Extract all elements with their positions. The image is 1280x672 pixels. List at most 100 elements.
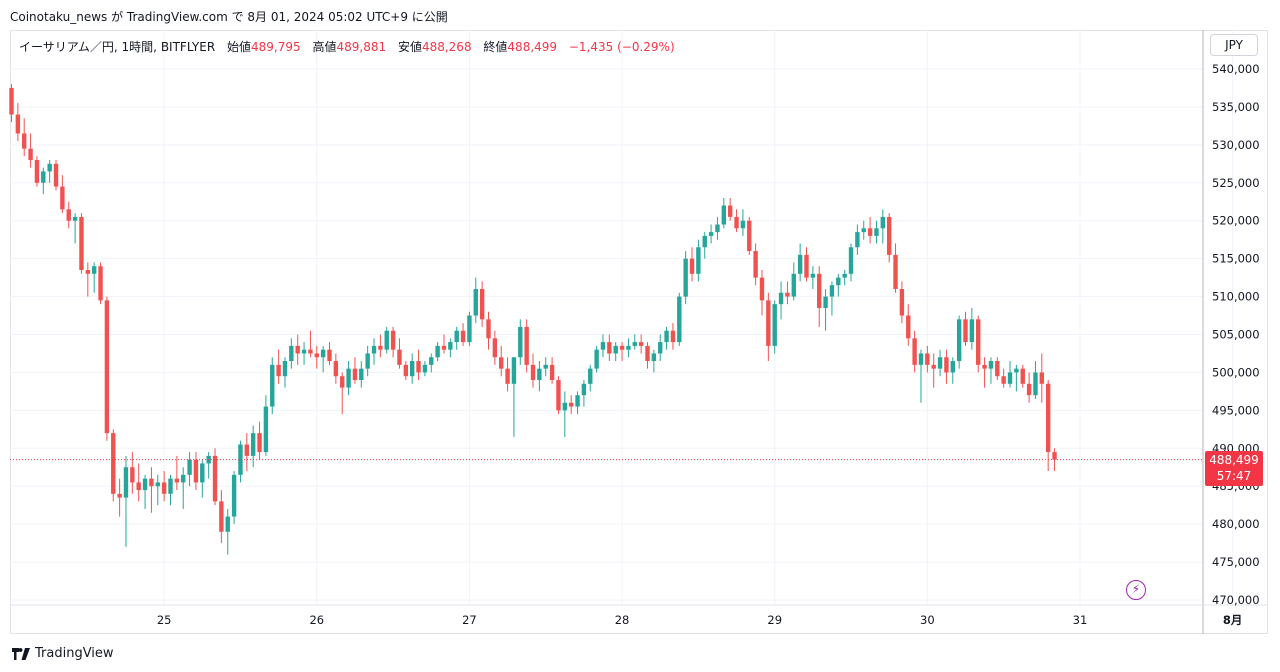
candle[interactable] [53, 160, 59, 191]
candle[interactable] [810, 266, 816, 289]
lightning-bolt-icon[interactable]: ⚡ [1126, 580, 1146, 600]
candle[interactable] [409, 353, 415, 384]
candle[interactable] [371, 338, 377, 365]
candle[interactable] [1039, 353, 1045, 403]
candle[interactable] [842, 270, 847, 286]
candle[interactable] [72, 213, 78, 244]
candle[interactable] [270, 357, 275, 415]
candle[interactable] [155, 474, 160, 506]
candle[interactable] [9, 84, 14, 123]
candle[interactable] [505, 357, 510, 392]
candle[interactable] [117, 478, 122, 517]
candle[interactable] [804, 247, 809, 282]
candle[interactable] [664, 326, 669, 350]
candle[interactable] [950, 357, 955, 384]
candle[interactable] [441, 334, 447, 354]
candle[interactable] [327, 342, 332, 365]
candle[interactable] [231, 471, 237, 525]
candle[interactable] [1045, 380, 1051, 472]
candle[interactable] [28, 133, 33, 168]
candle[interactable] [880, 209, 886, 244]
candle[interactable] [530, 353, 536, 388]
candle[interactable] [34, 156, 40, 187]
candle[interactable] [136, 463, 141, 502]
candle[interactable] [632, 334, 637, 350]
candle[interactable] [594, 345, 599, 373]
candle[interactable] [556, 376, 561, 415]
candle[interactable] [308, 330, 313, 358]
candle[interactable] [918, 349, 924, 403]
candle[interactable] [149, 467, 154, 513]
candle[interactable] [378, 334, 383, 358]
candle[interactable] [257, 421, 262, 460]
candle[interactable] [174, 455, 180, 491]
candle[interactable] [645, 342, 650, 369]
candle[interactable] [142, 474, 148, 509]
candle[interactable] [893, 243, 898, 293]
candle[interactable] [537, 361, 542, 392]
candle[interactable] [448, 338, 453, 358]
candle[interactable] [855, 224, 860, 255]
candle[interactable] [581, 380, 587, 407]
candle[interactable] [575, 391, 580, 415]
candle[interactable] [886, 213, 892, 263]
candle[interactable] [982, 357, 987, 388]
candle[interactable] [244, 433, 250, 472]
candle[interactable] [651, 349, 657, 373]
candle[interactable] [963, 311, 968, 346]
candle[interactable] [588, 364, 593, 392]
candle[interactable] [785, 281, 790, 305]
candle[interactable] [416, 349, 421, 381]
candle[interactable] [867, 216, 873, 244]
candle[interactable] [187, 452, 192, 487]
candle[interactable] [766, 292, 771, 362]
candle[interactable] [772, 300, 777, 354]
candle[interactable] [346, 361, 351, 396]
candle[interactable] [1007, 361, 1013, 388]
candle[interactable] [740, 209, 746, 236]
tradingview-brand[interactable]: TradingView [12, 646, 114, 661]
candle[interactable] [899, 281, 905, 324]
candle[interactable] [289, 338, 294, 369]
candle[interactable] [79, 213, 84, 274]
candle[interactable] [677, 292, 682, 346]
candle[interactable] [759, 270, 765, 316]
candle[interactable] [340, 372, 345, 415]
candle[interactable] [753, 243, 758, 286]
candle[interactable] [607, 334, 612, 362]
candle[interactable] [696, 239, 701, 282]
candle[interactable] [995, 357, 1000, 381]
candle[interactable] [359, 361, 364, 388]
candle[interactable] [390, 326, 396, 358]
candle[interactable] [976, 315, 981, 373]
candle[interactable] [98, 262, 103, 305]
candle[interactable] [619, 342, 625, 362]
candle[interactable] [524, 319, 529, 373]
candle[interactable] [549, 357, 555, 384]
candle[interactable] [85, 262, 91, 297]
candle[interactable] [403, 361, 409, 381]
candle[interactable] [727, 197, 733, 221]
candle[interactable] [225, 508, 230, 555]
candle[interactable] [912, 330, 917, 373]
candle[interactable] [486, 311, 491, 350]
candle[interactable] [352, 357, 358, 384]
candle[interactable] [734, 209, 739, 233]
candle[interactable] [626, 338, 631, 358]
candle[interactable] [836, 273, 841, 297]
candle[interactable] [91, 262, 97, 293]
candle[interactable] [702, 232, 707, 259]
currency-button[interactable]: JPY [1210, 34, 1258, 56]
candle[interactable] [874, 220, 879, 244]
candle[interactable] [238, 440, 243, 483]
candle[interactable] [778, 281, 784, 320]
candle[interactable] [797, 243, 803, 282]
candle[interactable] [111, 429, 116, 502]
candle[interactable] [969, 307, 975, 350]
candle[interactable] [906, 304, 911, 346]
candle[interactable] [848, 243, 854, 282]
candle[interactable] [397, 338, 402, 369]
candle[interactable] [658, 334, 663, 362]
candle[interactable] [988, 357, 994, 384]
